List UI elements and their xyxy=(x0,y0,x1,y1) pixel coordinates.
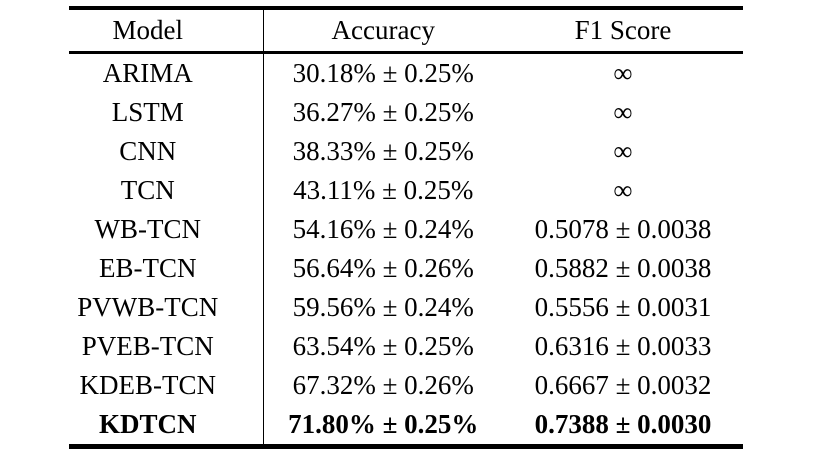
model-name-cell: KDTCN xyxy=(69,405,264,447)
f1-score-cell: 0.6667 ± 0.0032 xyxy=(534,370,712,400)
f1-score-cell: 0.6316 ± 0.0033 xyxy=(534,331,712,361)
accuracy-cell: 30.18% ± 0.25% xyxy=(292,58,474,88)
model-name-cell: WB-TCN xyxy=(69,210,264,249)
accuracy-cell: 43.11% ± 0.25% xyxy=(293,175,474,205)
model-name-cell: PVWB-TCN xyxy=(69,288,264,327)
table-row-kdeb-tcn: KDEB-TCN 67.32% ± 0.26% 0.6667 ± 0.0032 xyxy=(69,366,743,405)
table-row-pveb-tcn: PVEB-TCN 63.54% ± 0.25% 0.6316 ± 0.0033 xyxy=(69,327,743,366)
model-name-cell: PVEB-TCN xyxy=(69,327,264,366)
f1-score-cell: 0.5078 ± 0.0038 xyxy=(534,214,712,244)
table-row-wb-tcn: WB-TCN 54.16% ± 0.24% 0.5078 ± 0.0038 xyxy=(69,210,743,249)
model-name-cell: ARIMA xyxy=(69,52,264,93)
table-row-kdtcn-best: KDTCN 71.80% ± 0.25% 0.7388 ± 0.0030 xyxy=(69,405,743,447)
accuracy-cell: 63.54% ± 0.25% xyxy=(292,331,474,361)
header-model: Model xyxy=(69,8,264,54)
table-header-row: Model Accuracy F1 Score xyxy=(69,8,743,54)
header-accuracy: Accuracy xyxy=(263,8,503,54)
model-name-cell: KDEB-TCN xyxy=(69,366,264,405)
accuracy-cell: 59.56% ± 0.24% xyxy=(292,292,474,322)
table-row-eb-tcn: EB-TCN 56.64% ± 0.26% 0.5882 ± 0.0038 xyxy=(69,249,743,288)
table-row-lstm: LSTM 36.27% ± 0.25% ∞ xyxy=(69,93,743,132)
accuracy-cell: 67.32% ± 0.26% xyxy=(292,370,474,400)
model-name-cell: TCN xyxy=(69,171,264,210)
f1-score-cell: ∞ xyxy=(613,58,633,88)
accuracy-cell: 36.27% ± 0.25% xyxy=(292,97,474,127)
f1-score-cell: ∞ xyxy=(613,97,633,127)
model-results-table: Model Accuracy F1 Score ARIMA 30.18% ± 0… xyxy=(69,6,743,449)
accuracy-cell: 54.16% ± 0.24% xyxy=(292,214,474,244)
model-name-cell: EB-TCN xyxy=(69,249,264,288)
accuracy-cell: 38.33% ± 0.25% xyxy=(292,136,474,166)
table-row-tcn: TCN 43.11% ± 0.25% ∞ xyxy=(69,171,743,210)
header-f1-score: F1 Score xyxy=(503,8,743,54)
f1-score-cell: ∞ xyxy=(613,175,633,205)
model-name-cell: LSTM xyxy=(69,93,264,132)
table-row-cnn: CNN 38.33% ± 0.25% ∞ xyxy=(69,132,743,171)
f1-score-cell: 0.7388 ± 0.0030 xyxy=(534,409,712,439)
accuracy-cell: 71.80% ± 0.25% xyxy=(288,409,479,439)
f1-score-cell: 0.5882 ± 0.0038 xyxy=(534,253,712,283)
f1-score-cell: ∞ xyxy=(613,136,633,166)
f1-score-cell: 0.5556 ± 0.0031 xyxy=(534,292,712,322)
accuracy-cell: 56.64% ± 0.26% xyxy=(292,253,474,283)
table-row-arima: ARIMA 30.18% ± 0.25% ∞ xyxy=(69,52,743,93)
model-name-cell: CNN xyxy=(69,132,264,171)
table-row-pvwb-tcn: PVWB-TCN 59.56% ± 0.24% 0.5556 ± 0.0031 xyxy=(69,288,743,327)
